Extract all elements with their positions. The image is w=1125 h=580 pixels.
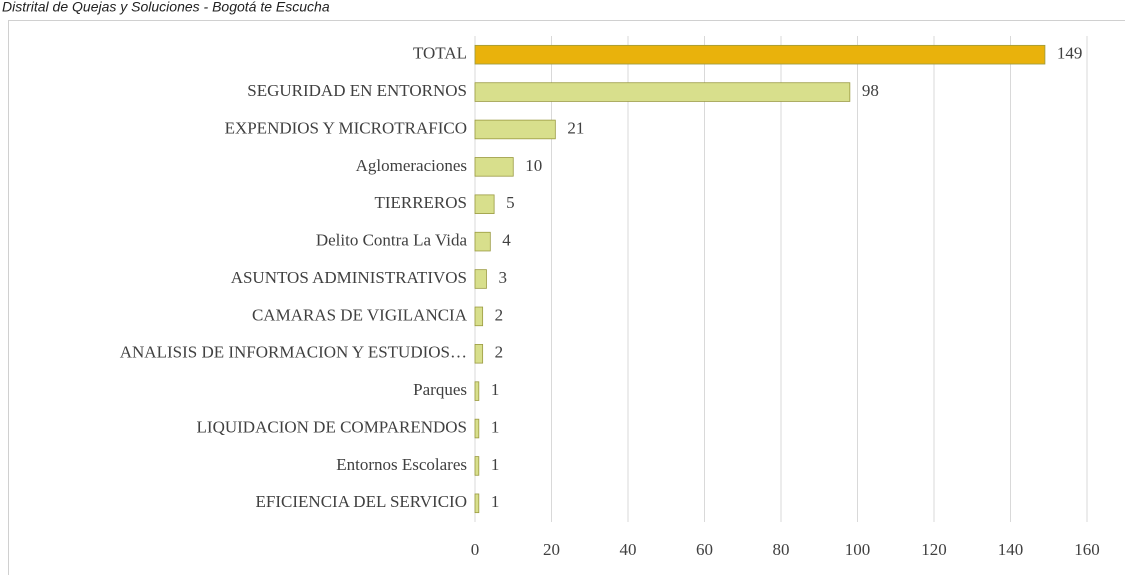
x-tick-label: 60 [696,540,713,559]
bar [475,232,490,251]
bar [475,83,850,102]
bar [475,344,483,363]
bar [475,307,483,326]
y-tick-label: SEGURIDAD EN ENTORNOS [247,81,467,100]
data-label: 1 [491,380,500,399]
data-label: 1 [491,417,500,436]
y-tick-label: CAMARAS DE VIGILANCIA [252,305,468,324]
y-tick-label: ANALISIS DE INFORMACION Y ESTUDIOS… [120,343,467,362]
bar [475,382,479,401]
y-tick-label: ASUNTOS ADMINISTRATIVOS [231,268,467,287]
x-tick-label: 140 [998,540,1024,559]
y-tick-label: TIERREROS [374,193,467,212]
data-label: 4 [502,231,511,250]
y-tick-label: EXPENDIOS Y MICROTRAFICO [225,118,467,137]
bar [475,195,494,214]
x-tick-label: 80 [773,540,790,559]
y-tick-label: Delito Contra La Vida [316,231,468,250]
x-tick-label: 0 [471,540,480,559]
x-tick-label: 40 [620,540,637,559]
y-tick-label: TOTAL [413,44,467,63]
bar [475,120,555,139]
y-tick-label: EFICIENCIA DEL SERVICIO [256,492,467,511]
data-label: 1 [491,492,500,511]
x-tick-label: 160 [1074,540,1100,559]
y-tick-label: Aglomeraciones [356,156,467,175]
data-label: 3 [498,268,507,287]
caption: Distrital de Quejas y Soluciones - Bogot… [2,0,330,15]
data-label: 2 [495,305,504,324]
data-label: 10 [525,156,542,175]
data-label: 98 [862,81,879,100]
y-tick-label: Parques [413,380,467,399]
bar [475,45,1045,64]
data-label: 2 [495,343,504,362]
data-label: 149 [1057,44,1083,63]
y-tick-label: LIQUIDACION DE COMPARENDOS [197,417,467,436]
data-label: 5 [506,193,515,212]
y-tick-label: Entornos Escolares [336,455,467,474]
bar [475,457,479,476]
bar [475,270,486,289]
data-label: 1 [491,455,500,474]
bar [475,158,513,177]
bar [475,419,479,438]
x-tick-label: 20 [543,540,560,559]
x-tick-label: 100 [845,540,871,559]
x-tick-label: 120 [921,540,947,559]
data-label: 21 [567,118,584,137]
chart-frame [9,21,1125,576]
bar [475,494,479,513]
